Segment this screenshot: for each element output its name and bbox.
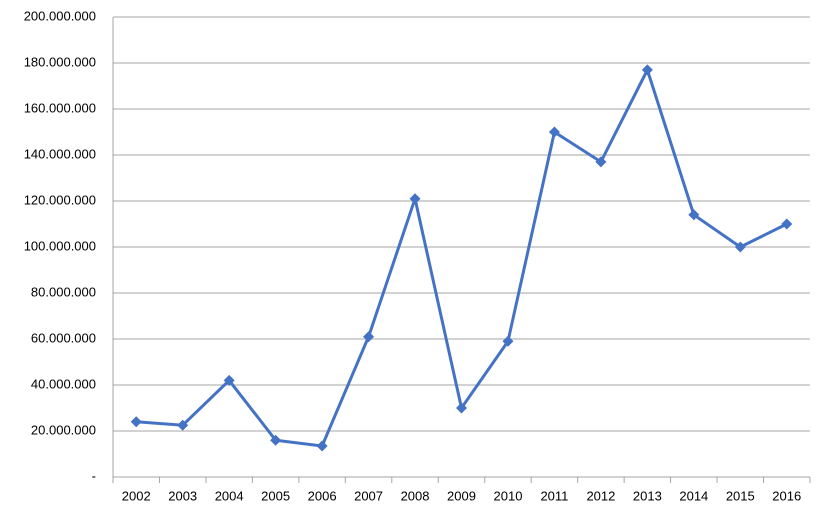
y-tick-label: 40.000.000 bbox=[31, 376, 96, 391]
x-tick-label: 2005 bbox=[261, 488, 290, 503]
x-tick-label: 2004 bbox=[215, 488, 244, 503]
data-marker bbox=[688, 209, 700, 221]
x-tick-label: 2006 bbox=[308, 488, 337, 503]
data-marker bbox=[781, 218, 793, 230]
data-marker bbox=[363, 331, 375, 343]
y-tick-label: 140.000.000 bbox=[24, 146, 96, 161]
x-tick-label: 2010 bbox=[494, 488, 523, 503]
y-tick-label: 120.000.000 bbox=[24, 192, 96, 207]
data-marker bbox=[641, 64, 653, 76]
y-tick-label: 20.000.000 bbox=[31, 422, 96, 437]
x-tick-label: 2011 bbox=[540, 488, 568, 503]
x-tick-label: 2014 bbox=[679, 488, 708, 503]
y-tick-label: 180.000.000 bbox=[24, 54, 96, 69]
data-marker bbox=[316, 440, 328, 452]
y-tick-label: 160.000.000 bbox=[24, 100, 96, 115]
data-marker bbox=[177, 419, 189, 431]
x-tick-label: 2015 bbox=[726, 488, 755, 503]
y-tick-label: 60.000.000 bbox=[31, 330, 96, 345]
y-tick-label: 80.000.000 bbox=[31, 284, 96, 299]
x-tick-label: 2003 bbox=[168, 488, 197, 503]
x-tick-label: 2002 bbox=[122, 488, 151, 503]
data-marker bbox=[409, 193, 421, 205]
y-tick-label: 100.000.000 bbox=[24, 238, 96, 253]
x-tick-label: 2007 bbox=[354, 488, 383, 503]
data-marker bbox=[548, 126, 560, 138]
data-line bbox=[136, 65, 788, 448]
x-tick-label: 2013 bbox=[633, 488, 662, 503]
data-marker bbox=[270, 434, 282, 446]
data-marker bbox=[734, 241, 746, 253]
x-tick-label: 2009 bbox=[447, 488, 476, 503]
data-marker bbox=[456, 402, 467, 414]
y-tick-label: 200.000.000 bbox=[24, 8, 96, 23]
y-tick-label: - bbox=[92, 468, 96, 483]
x-tick-label: 2008 bbox=[401, 488, 430, 503]
data-marker bbox=[595, 156, 607, 168]
x-tick-label: 2016 bbox=[772, 488, 801, 503]
data-marker bbox=[502, 335, 514, 347]
x-tick-label: 2012 bbox=[586, 488, 615, 503]
data-marker bbox=[130, 416, 142, 428]
data-marker bbox=[223, 374, 235, 386]
